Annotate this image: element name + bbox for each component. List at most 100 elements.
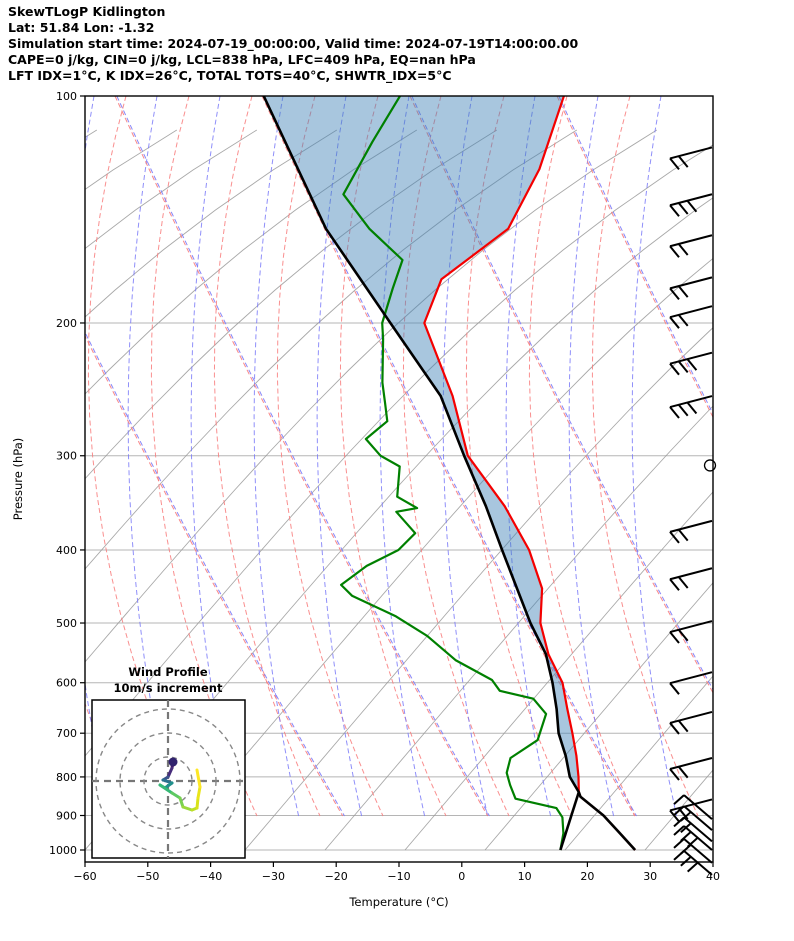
wind-barb-tick [677, 202, 689, 215]
temperature-tick-label: −10 [387, 870, 410, 883]
wind-barb [669, 620, 713, 644]
moist-adiabat-gridline [127, 96, 174, 817]
indices-line-2: LFT IDX=1°C, K IDX=26°C, TOTAL TOTS=40°C… [8, 68, 452, 84]
wind-barb-staff [683, 850, 713, 876]
inset-title-line1: Wind Profile [128, 665, 208, 679]
dry-adiabat-gridline [150, 96, 258, 817]
moist-adiabat-gridline [316, 96, 363, 817]
paired-adiabat-blue [558, 96, 713, 415]
pressure-tick-label: 900 [56, 809, 77, 822]
wind-barb-staff [683, 805, 713, 831]
wind-barb-tick [680, 856, 692, 867]
wind-barb-staff [669, 351, 713, 365]
wind-barb-tick [673, 850, 685, 861]
wind-barb-tick [669, 316, 680, 329]
paired-adiabat-red [261, 96, 636, 817]
paired-adiabat-blue [411, 96, 713, 691]
inset-content [92, 700, 245, 858]
isotherm-gridline [404, 491, 713, 851]
hodograph-trace-segment [178, 796, 185, 809]
isotherm-gridline [244, 327, 713, 851]
temperature-tick-label: −20 [325, 870, 348, 883]
pressure-tick-label: 400 [56, 544, 77, 557]
dry-adiabat-gridline [276, 96, 384, 817]
wind-barb [669, 671, 713, 695]
isotherm-gridline [324, 405, 713, 851]
inset-speed-ring [119, 732, 217, 830]
isotherm-gridline [85, 129, 338, 318]
wind-barb-tick [677, 528, 689, 542]
inset-speed-ring [143, 756, 193, 806]
hodograph-trace-segment [158, 783, 174, 795]
wind-barb-tick [673, 825, 685, 836]
moist-adiabat-gridline [442, 96, 489, 817]
y-axis-label: Pressure (hPa) [11, 438, 25, 521]
pressure-tick-label: 500 [56, 617, 77, 630]
wind-barb-staff [669, 395, 713, 409]
wind-barb-tick [669, 531, 680, 544]
sounding-curves [262, 96, 637, 851]
isotherm-gridline [85, 129, 418, 395]
wind-barb-tick [677, 629, 689, 642]
wind-barb-tick [686, 200, 698, 213]
hodograph-trace-segment [196, 785, 202, 800]
isotherm-gridline [484, 582, 713, 851]
wind-barb-staff [669, 710, 713, 724]
wind-barb-tick [677, 314, 689, 327]
paired-adiabat-red [85, 334, 344, 817]
dry-adiabat-gridline [339, 96, 447, 817]
temperature-tick-label: −50 [136, 870, 159, 883]
wind-barb [669, 234, 713, 258]
wind-barb-tick [677, 155, 689, 168]
wind-barb-tick [686, 861, 699, 873]
paired-adiabat-red [556, 96, 713, 419]
moist-adiabat-gridline [505, 96, 552, 817]
wind-barb-tick [669, 245, 680, 258]
wind-barb [669, 757, 713, 781]
moist-adiabat-gridline [190, 96, 237, 817]
dry-adiabat-gridline [213, 96, 321, 817]
wind-barb [669, 519, 713, 544]
hodograph-trace-segment [166, 766, 174, 779]
indices-line-1: CAPE=0 j/kg, CIN=0 j/kg, LCL=838 hPa, LF… [8, 52, 476, 67]
dewpoint-curve [340, 96, 565, 851]
wind-barb [673, 805, 713, 831]
wind-barb-tick [669, 682, 680, 695]
wind-barb-staff [683, 816, 713, 843]
isotherm-gridline [85, 129, 578, 570]
temperature-tick-label: 20 [580, 870, 594, 883]
location-line: Lat: 51.84 Lon: -1.32 [8, 20, 154, 35]
wind-barb-staff [669, 798, 713, 812]
wind-barb-staff [669, 671, 713, 685]
dry-adiabat-gridline [402, 96, 510, 817]
paired-adiabat-blue [85, 331, 345, 817]
hodograph-trace-segment [181, 805, 194, 812]
wind-barb-staff [683, 838, 713, 864]
wind-barb-staff [683, 825, 713, 851]
wind-barb-tick [677, 766, 689, 779]
pressure-tick-label: 600 [56, 677, 77, 690]
pressure-tick-label: 1000 [49, 844, 77, 857]
wind-barb [669, 395, 713, 419]
paired-adiabat-blue [116, 96, 490, 817]
wind-barb-tick [669, 157, 680, 171]
temperature-tick-label: −60 [73, 870, 96, 883]
wind-barb-staff [669, 193, 713, 207]
x-axis-label: Temperature (°C) [348, 895, 448, 909]
dry-adiabat-gridline [87, 96, 195, 817]
wind-barb-tick [673, 794, 685, 805]
pressure-tick-label: 200 [56, 317, 77, 330]
wind-barb-tick [669, 768, 680, 781]
wind-barb-staff [669, 276, 713, 290]
wind-barb-staff [669, 757, 713, 770]
wind-barb-tick [669, 809, 680, 823]
hodograph-start-marker [168, 757, 178, 767]
parcel-curve [262, 96, 637, 851]
wind-barb-tick [669, 363, 680, 376]
wind-barb-tick [677, 576, 689, 589]
wind-barb [669, 276, 713, 301]
wind-barb-staff [683, 794, 713, 820]
cin-shaded-area [263, 96, 636, 850]
